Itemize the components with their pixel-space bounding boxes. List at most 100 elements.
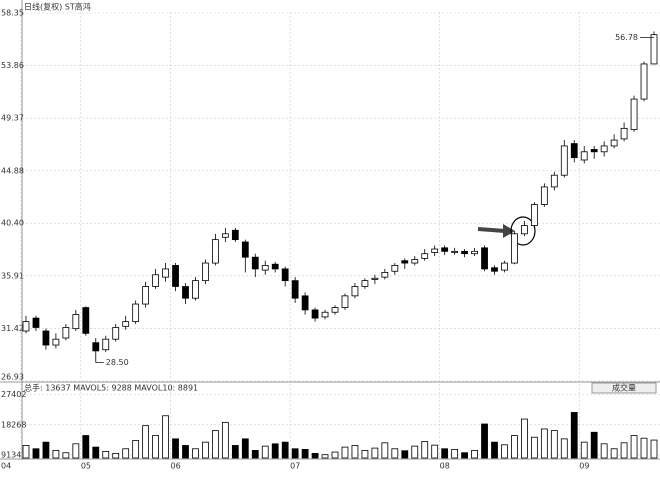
- volume-bar: [192, 448, 199, 459]
- candle-body: [122, 321, 130, 327]
- candle-body: [152, 274, 159, 287]
- volume-bar: [221, 421, 229, 459]
- candle-body: [491, 267, 498, 272]
- y-tick-label: 40.40: [1, 219, 24, 228]
- volume-bar: [172, 438, 179, 459]
- volume-bar: [620, 442, 628, 459]
- volume-bar: [291, 448, 299, 459]
- candle-body: [471, 250, 478, 255]
- candle-body: [271, 263, 279, 270]
- volume-bar: [162, 415, 169, 459]
- candle-body: [451, 250, 459, 253]
- candle-body: [92, 342, 100, 352]
- candle-body: [530, 204, 538, 226]
- volume-bar: [152, 435, 159, 459]
- candle-body: [441, 247, 449, 252]
- volume-bar: [281, 441, 289, 459]
- volume-bar: [132, 440, 140, 459]
- volume-bar: [511, 435, 518, 459]
- candle-body: [261, 264, 269, 271]
- x-tick-label: 05: [81, 462, 91, 471]
- volume-bar: [341, 446, 349, 459]
- candle-body: [590, 149, 598, 153]
- volume-bar: [640, 437, 648, 459]
- volume-bar: [42, 441, 50, 459]
- volume-bar: [371, 447, 379, 459]
- volume-bar: [251, 450, 259, 459]
- chart-title: 日线(复权) ST高鸿: [24, 2, 91, 12]
- volume-header: 总手: 13637 MAVOL5: 9288 MAVOL10: 8891: [24, 383, 198, 393]
- volume-bar: [231, 445, 239, 459]
- y-tick-label: 31.42: [1, 324, 24, 333]
- candle-body: [331, 307, 339, 313]
- volume-bar: [62, 452, 70, 459]
- volume-bar: [560, 438, 568, 459]
- y-tick-label: 49.37: [1, 114, 24, 123]
- volume-bar: [142, 425, 150, 459]
- volume-bar: [22, 445, 30, 459]
- candle-body: [281, 268, 289, 282]
- candle-body: [411, 259, 419, 264]
- y-tick-label: 53.86: [1, 61, 24, 70]
- candle-body: [620, 127, 628, 140]
- candle-body: [22, 321, 30, 332]
- volume-bar: [261, 445, 269, 459]
- candle-body: [511, 233, 518, 264]
- candle-body: [391, 264, 399, 272]
- volume-bar: [32, 448, 40, 459]
- x-tick-label: 07: [290, 462, 300, 471]
- x-tick-label: 06: [171, 462, 181, 471]
- volume-bar: [102, 450, 110, 459]
- annotation: 28.50: [106, 358, 129, 367]
- indicator-label[interactable]: 成交量: [612, 383, 636, 393]
- candle-body: [162, 268, 169, 278]
- volume-bar: [202, 441, 209, 459]
- volume-bar: [112, 452, 120, 459]
- volume-bar: [590, 431, 598, 459]
- volume-bar: [650, 439, 658, 459]
- candle-body: [321, 311, 329, 318]
- candle-body: [291, 280, 299, 299]
- candle-body: [301, 295, 309, 311]
- volume-bar: [530, 436, 538, 459]
- candle-body: [540, 186, 548, 205]
- candle-body: [550, 174, 558, 188]
- volume-bar: [72, 443, 80, 459]
- volume-bar: [570, 412, 578, 459]
- volume-bar: [361, 450, 369, 459]
- candle-body: [481, 247, 488, 270]
- volume-bar: [391, 448, 399, 459]
- candle-body: [42, 330, 50, 346]
- candle-body: [212, 239, 219, 264]
- volume-bar: [491, 441, 498, 459]
- candle-body: [182, 286, 189, 299]
- volume-bar: [421, 441, 429, 459]
- indicator-box[interactable]: [591, 382, 657, 394]
- candle-body: [361, 280, 369, 287]
- candle-body: [72, 314, 80, 330]
- candle-body: [241, 241, 249, 258]
- candle-body: [371, 277, 379, 280]
- candle-body: [431, 248, 439, 253]
- candle-body: [421, 253, 429, 259]
- volume-bar: [271, 443, 279, 459]
- candle-body: [221, 233, 229, 238]
- candle-body: [311, 309, 319, 319]
- candle-body: [132, 303, 140, 323]
- volume-bar: [580, 441, 588, 459]
- x-tick-label: 04: [1, 462, 11, 471]
- volume-bar: [401, 450, 409, 459]
- candle-body: [82, 307, 90, 334]
- volume-bar: [630, 435, 638, 459]
- volume-bar: [241, 438, 249, 459]
- y-tick-label: 9134: [1, 450, 21, 459]
- annotation: 56.78: [615, 33, 638, 42]
- candle-body: [52, 338, 60, 346]
- volume-bar: [501, 444, 508, 459]
- candle-body: [32, 317, 40, 328]
- volume-bar: [311, 452, 319, 459]
- volume-bar: [431, 444, 439, 459]
- x-tick-label: 09: [579, 462, 589, 471]
